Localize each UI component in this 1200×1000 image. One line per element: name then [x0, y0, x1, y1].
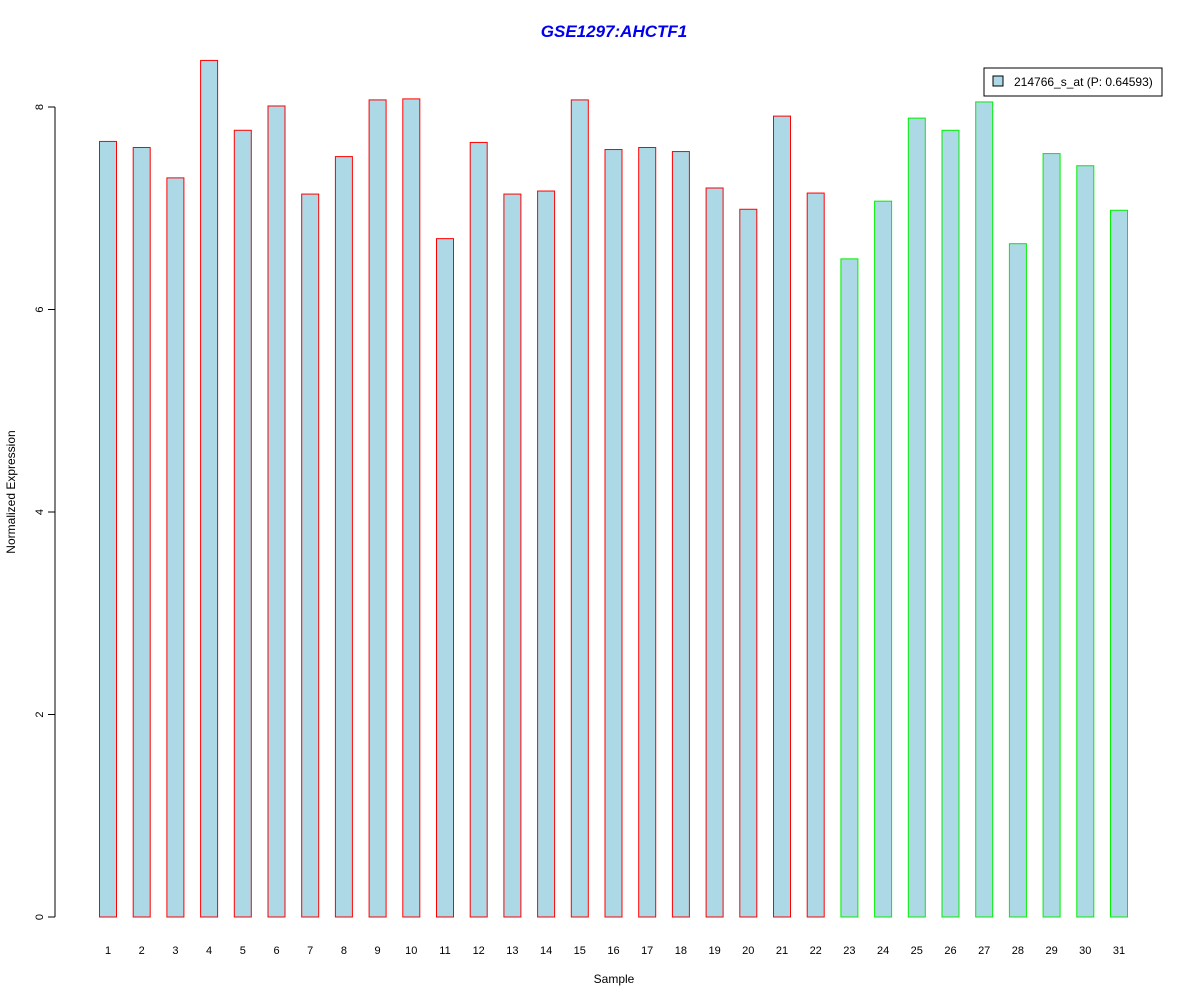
x-tick-label: 15: [574, 945, 586, 957]
y-tick-label: 4: [34, 509, 46, 515]
legend-label: 214766_s_at (P: 0.64593): [1014, 75, 1153, 89]
x-tick-label: 9: [375, 945, 381, 957]
bar-sample-3: [166, 177, 185, 918]
x-tick-label: 13: [506, 945, 518, 957]
x-tick-label: 11: [439, 945, 450, 957]
bar-sample-28: [1008, 243, 1027, 918]
bar-sample-24: [874, 200, 893, 918]
bar-sample-20: [739, 208, 758, 918]
bar-sample-31: [1110, 209, 1128, 918]
y-tick-label: 8: [34, 104, 46, 110]
bar-sample-2: [132, 147, 151, 918]
bar-sample-8: [334, 156, 353, 918]
x-tick-label: 23: [843, 945, 855, 957]
y-tick-label: 0: [34, 914, 46, 920]
bar-sample-14: [537, 190, 556, 918]
x-tick-label: 4: [206, 945, 212, 957]
x-tick-label: 28: [1012, 945, 1024, 957]
x-tick-label: 5: [240, 945, 246, 957]
y-axis: 0 2 4 6 8: [34, 104, 56, 920]
x-tick-label: 19: [708, 945, 720, 957]
bar-sample-23: [840, 258, 859, 918]
x-tick-label: 25: [911, 945, 923, 957]
bar-sample-19: [705, 187, 724, 918]
bar-sample-17: [638, 147, 657, 918]
y-tick-label: 2: [34, 711, 46, 717]
x-tick-label: 26: [944, 945, 956, 957]
x-tick-label: 12: [473, 945, 485, 957]
bar-sample-7: [301, 193, 320, 918]
bar-sample-13: [503, 193, 522, 918]
x-tick-label: 16: [607, 945, 619, 957]
bar-sample-26: [941, 129, 960, 918]
bar-sample-29: [1042, 153, 1061, 918]
x-tick-label: 20: [742, 945, 754, 957]
legend-swatch: [992, 75, 1004, 87]
x-tick-label: 2: [139, 945, 145, 957]
x-tick-label: 22: [810, 945, 822, 957]
bar-sample-5: [233, 129, 252, 918]
bar-sample-30: [1076, 165, 1095, 918]
y-axis-label: Normalized Expression: [4, 430, 18, 553]
bar-sample-18: [671, 151, 690, 918]
x-tick-label: 3: [172, 945, 178, 957]
bar-sample-16: [604, 149, 623, 918]
y-tick-label: 6: [34, 306, 46, 312]
x-tick-label: 8: [341, 945, 347, 957]
x-tick-label: 30: [1079, 945, 1091, 957]
bars-group: [99, 59, 1128, 918]
x-tick-label: 1: [105, 945, 111, 957]
bar-sample-21: [773, 115, 791, 918]
x-tick-label: 17: [641, 945, 653, 957]
chart-title: GSE1297:AHCTF1: [541, 22, 687, 41]
x-tick-label: 14: [540, 945, 552, 957]
x-tick-label: 10: [405, 945, 417, 957]
bar-sample-10: [402, 98, 421, 918]
bar-sample-22: [806, 192, 825, 918]
legend-box: [983, 67, 1163, 97]
bar-sample-9: [368, 99, 387, 918]
x-tick-label: 21: [776, 945, 788, 957]
x-axis-label: Sample: [594, 972, 635, 986]
bar-sample-12: [469, 141, 488, 918]
x-tick-label: 31: [1113, 945, 1125, 957]
x-tick-labels: 1 2 3 4 5 6 7 8 9 10 11 12 13 14 15 16 17 18 19 20 21 22 23 24 2…: [105, 945, 1125, 957]
bar-sample-27: [975, 101, 994, 918]
x-tick-label: 18: [675, 945, 687, 957]
bar-sample-1: [99, 140, 117, 918]
x-tick-label: 7: [307, 945, 313, 957]
bar-sample-15: [570, 99, 589, 918]
legend: 214766_s_at (P: 0.64593): [983, 67, 1163, 97]
bar-sample-11: [436, 238, 454, 918]
x-tick-label: 6: [273, 945, 279, 957]
x-tick-label: 24: [877, 945, 889, 957]
x-tick-label: 27: [978, 945, 990, 957]
bar-sample-4: [200, 59, 219, 918]
bar-sample-6: [267, 105, 286, 918]
x-tick-label: 29: [1045, 945, 1057, 957]
bar-sample-25: [907, 117, 926, 918]
